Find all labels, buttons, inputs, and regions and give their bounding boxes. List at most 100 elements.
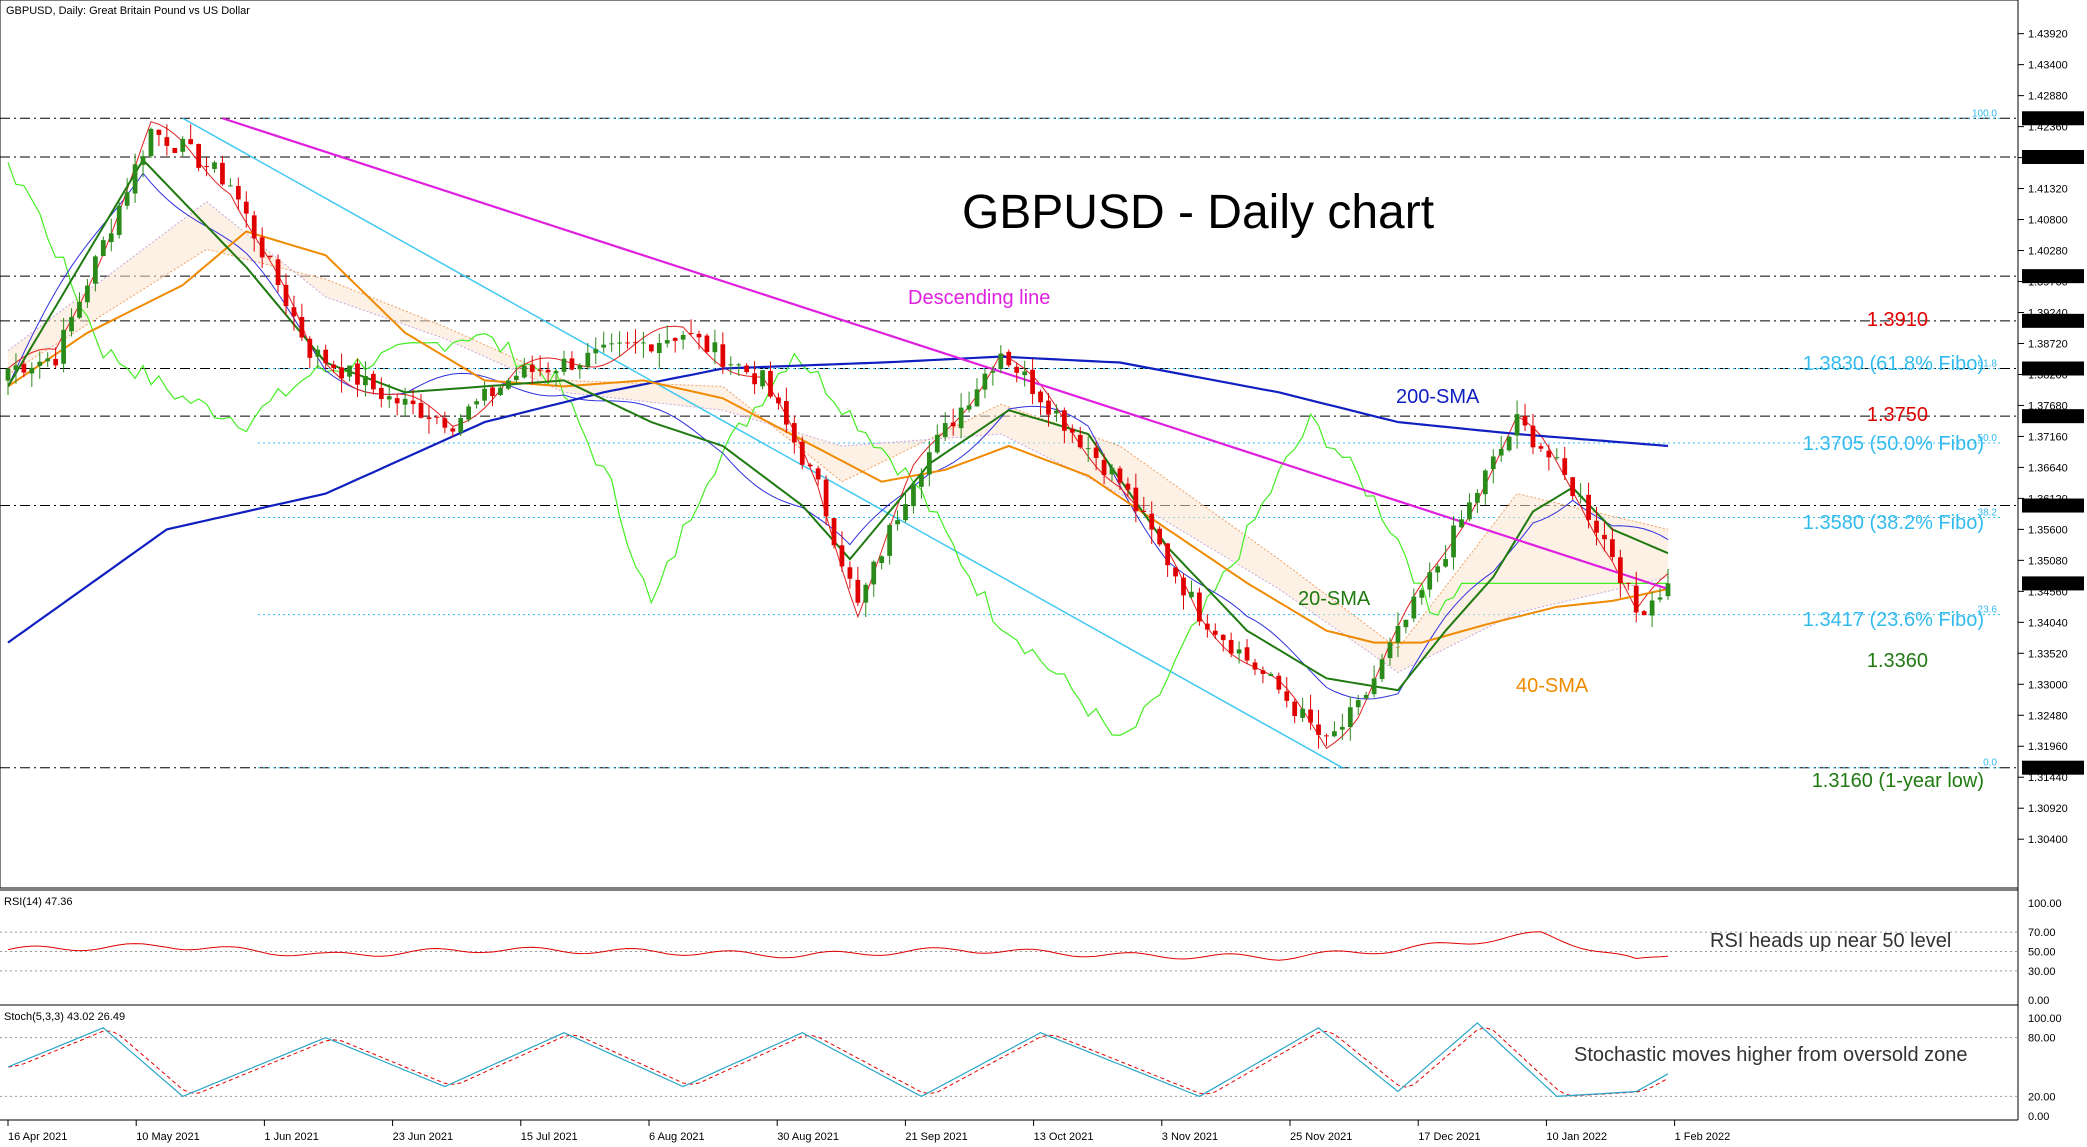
candle-body <box>1061 410 1067 431</box>
candle-body <box>720 344 726 367</box>
level-tag-bg <box>2022 361 2084 376</box>
date-tick-label: 3 Nov 2021 <box>1162 1131 1218 1143</box>
price-tick-label: 1.41320 <box>2028 184 2068 196</box>
candle-body <box>299 317 305 338</box>
level-tag-bg <box>2022 313 2084 328</box>
candle-body <box>807 464 813 467</box>
candle-body <box>418 402 424 418</box>
fibo-tag: 61.8 <box>1978 359 1998 370</box>
chart-title: GBPUSD - Daily chart <box>962 186 1434 239</box>
rsi-note: RSI heads up near 50 level <box>1710 930 1951 952</box>
candle-body <box>402 398 408 405</box>
candle-body <box>458 417 464 433</box>
candle-body <box>895 520 900 525</box>
sma40-line <box>7 230 1669 644</box>
price-tick-label: 1.38720 <box>2028 338 2068 350</box>
stoch-tick-label: 20.00 <box>2028 1091 2056 1103</box>
rsi-tick-label: 0.00 <box>2028 995 2049 1007</box>
candle-body <box>13 365 19 370</box>
candle-body <box>116 205 122 235</box>
level-tag-label: 1.39850 <box>2026 271 2066 283</box>
candle-body <box>601 344 607 348</box>
candle-body <box>1284 691 1290 701</box>
candle-body <box>1482 470 1488 495</box>
candle-body <box>243 201 249 214</box>
candle-body <box>29 367 35 374</box>
candle-body <box>1443 559 1448 567</box>
fibo-50-0: 1.3705 (50.0% Fibo) <box>1803 433 1984 455</box>
candle-body <box>466 406 472 420</box>
candle-body <box>1339 726 1345 730</box>
candle-body <box>410 400 416 405</box>
date-tick-label: 23 Jun 2021 <box>393 1131 454 1143</box>
candle-body <box>1324 735 1329 737</box>
date-tick-label: 13 Oct 2021 <box>1034 1131 1094 1143</box>
candle-body <box>704 335 710 352</box>
level-1-3160: 1.3160 (1-year low) <box>1812 770 1984 792</box>
candle-body <box>823 479 829 517</box>
stoch-main-line <box>7 1022 1669 1098</box>
candle-body <box>1594 520 1599 533</box>
candle-body <box>188 139 194 145</box>
candle-body <box>1212 630 1218 635</box>
candle-body <box>926 452 932 475</box>
candle-body <box>1562 458 1568 475</box>
candle-body <box>1419 590 1425 598</box>
candle-body <box>1379 659 1385 680</box>
level-tag-bg <box>2022 760 2084 775</box>
candle-body <box>450 428 456 432</box>
candle-body <box>545 369 551 373</box>
candle-body <box>1260 670 1266 674</box>
candle-body <box>1189 591 1194 598</box>
channel-line <box>182 117 1343 769</box>
candle-body <box>1641 611 1647 616</box>
candle-body <box>776 397 781 404</box>
price-tick-label: 1.33000 <box>2028 679 2068 691</box>
level-tag-label: 1.39100 <box>2026 316 2066 328</box>
candle-body <box>442 418 448 428</box>
candle-body <box>879 556 885 564</box>
candle-body <box>5 368 11 381</box>
candle-body <box>45 358 51 362</box>
level-tag-bg <box>2022 409 2084 424</box>
candle-body <box>1347 707 1353 728</box>
level-tag-label: 1.42500 <box>2026 113 2066 125</box>
candle-body <box>1546 450 1552 458</box>
level-tag-label: 1.31600 <box>2026 763 2066 775</box>
candle-body <box>61 329 66 364</box>
candle-body <box>593 349 599 354</box>
price-tick-label: 1.35600 <box>2028 524 2068 536</box>
price-tick-label: 1.40280 <box>2028 246 2068 258</box>
candle-body <box>394 398 400 404</box>
candle-body <box>1625 582 1631 584</box>
fibo-tag: 50.0 <box>1978 433 1998 444</box>
rsi-tick-label: 50.00 <box>2028 947 2056 959</box>
candle-body <box>966 405 972 410</box>
candle-body <box>1006 351 1012 366</box>
date-tick-label: 21 Sep 2021 <box>905 1131 967 1143</box>
candle-body <box>1371 678 1377 695</box>
candles <box>5 124 1671 749</box>
rsi-tick-label: 100.00 <box>2028 898 2062 910</box>
candle-body <box>386 396 392 400</box>
candle-body <box>561 358 567 372</box>
candle-body <box>69 316 74 332</box>
candle-body <box>887 525 892 556</box>
candle-body <box>537 369 543 371</box>
stoch-label: Stoch(5,3,3) 43.02 26.49 <box>4 1011 125 1023</box>
candle-body <box>77 301 82 318</box>
candle-body <box>1228 639 1234 654</box>
rsi-tick-label: 70.00 <box>2028 927 2056 939</box>
rsi-label: RSI(14) 47.36 <box>4 896 72 908</box>
candle-body <box>228 185 233 187</box>
candle-body <box>1411 596 1417 619</box>
candle-body <box>1498 448 1504 456</box>
level-tag-label: 1.38300 <box>2026 364 2066 376</box>
price-tick-label: 1.32480 <box>2028 710 2068 722</box>
level-tag-label: 1.41850 <box>2026 152 2066 164</box>
candle-body <box>426 417 432 419</box>
candle-body <box>513 375 519 381</box>
sma20-label: 20-SMA <box>1298 588 1371 610</box>
date-tick-label: 15 Jul 2021 <box>521 1131 578 1143</box>
candle-body <box>140 156 146 165</box>
